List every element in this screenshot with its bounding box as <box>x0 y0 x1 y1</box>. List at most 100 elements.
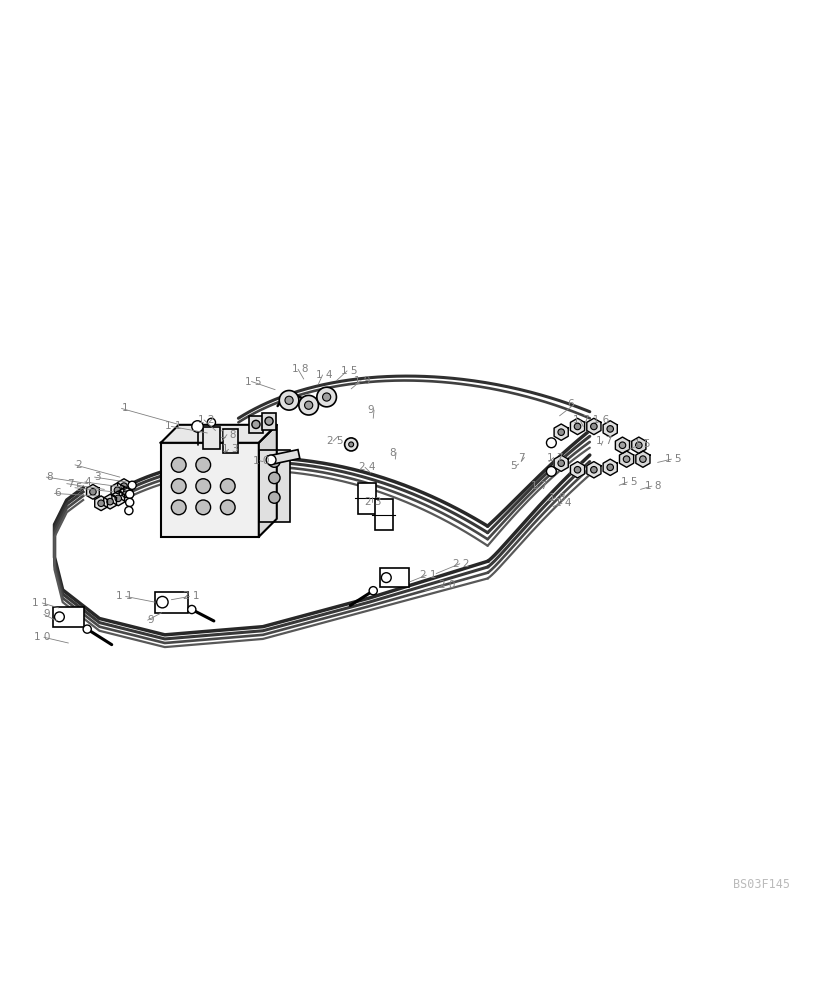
Circle shape <box>128 481 136 489</box>
Circle shape <box>635 442 641 449</box>
Text: 7: 7 <box>518 453 524 463</box>
Circle shape <box>114 487 120 493</box>
Circle shape <box>590 423 596 430</box>
Text: 1 0: 1 0 <box>253 456 269 466</box>
Circle shape <box>125 498 133 507</box>
Text: 1 8: 1 8 <box>645 481 661 491</box>
Polygon shape <box>586 418 600 435</box>
Text: 1 9: 1 9 <box>354 376 370 386</box>
Polygon shape <box>603 421 617 437</box>
Text: 1 1: 1 1 <box>32 598 48 608</box>
Text: 8: 8 <box>46 472 52 482</box>
Circle shape <box>285 396 292 404</box>
Circle shape <box>622 456 629 462</box>
Circle shape <box>265 417 273 425</box>
Polygon shape <box>161 425 277 443</box>
Text: 7: 7 <box>66 479 73 489</box>
Text: 2 1: 2 1 <box>183 591 199 601</box>
Circle shape <box>269 472 280 484</box>
Text: 2 4: 2 4 <box>358 462 374 472</box>
Circle shape <box>545 438 555 448</box>
Circle shape <box>590 466 596 473</box>
Text: 3: 3 <box>94 472 101 482</box>
Circle shape <box>188 605 196 614</box>
Circle shape <box>381 573 391 583</box>
Text: 2 3: 2 3 <box>364 497 381 507</box>
Text: 9: 9 <box>367 405 373 415</box>
Circle shape <box>573 466 580 473</box>
Polygon shape <box>603 459 617 475</box>
Polygon shape <box>111 483 124 498</box>
Bar <box>161 443 259 537</box>
Text: 1 5: 1 5 <box>245 377 261 387</box>
Bar <box>262 413 276 430</box>
Circle shape <box>196 458 210 472</box>
Circle shape <box>171 500 186 515</box>
Text: 1 4: 1 4 <box>315 370 333 380</box>
Polygon shape <box>570 462 584 478</box>
Circle shape <box>344 438 357 451</box>
Circle shape <box>618 442 625 449</box>
Circle shape <box>83 625 91 633</box>
Circle shape <box>322 393 330 401</box>
Text: 2 2: 2 2 <box>453 559 469 569</box>
Circle shape <box>269 456 280 467</box>
Polygon shape <box>103 494 116 509</box>
Polygon shape <box>95 496 107 511</box>
Circle shape <box>97 500 104 507</box>
Circle shape <box>89 489 96 495</box>
Circle shape <box>196 479 210 493</box>
Bar <box>267 450 300 465</box>
Text: 1 8: 1 8 <box>220 430 237 440</box>
Circle shape <box>279 390 298 410</box>
Text: 9: 9 <box>147 615 154 625</box>
Polygon shape <box>259 425 277 537</box>
Bar <box>374 499 392 530</box>
Text: 1 7: 1 7 <box>595 436 612 446</box>
Text: 6: 6 <box>54 488 61 498</box>
Circle shape <box>298 395 318 415</box>
Circle shape <box>171 458 186 472</box>
Bar <box>52 607 84 627</box>
Circle shape <box>124 507 133 515</box>
Circle shape <box>251 420 260 428</box>
Text: 9: 9 <box>43 609 50 619</box>
Bar <box>259 450 289 522</box>
Text: 1 1: 1 1 <box>165 421 181 431</box>
Circle shape <box>220 500 235 515</box>
Circle shape <box>557 429 563 435</box>
Circle shape <box>106 498 113 505</box>
Circle shape <box>171 479 186 493</box>
Text: 1 5: 1 5 <box>340 366 356 376</box>
Text: 1 4: 1 4 <box>554 498 572 508</box>
Text: 1: 1 <box>121 403 128 413</box>
Bar <box>155 592 188 613</box>
Polygon shape <box>87 484 99 499</box>
Circle shape <box>545 466 555 476</box>
Text: 1 5: 1 5 <box>620 477 636 487</box>
Circle shape <box>54 612 64 622</box>
Text: 2 5: 2 5 <box>326 436 342 446</box>
Bar <box>357 483 375 514</box>
Circle shape <box>557 460 563 466</box>
Circle shape <box>639 456 645 462</box>
Circle shape <box>220 479 235 493</box>
Circle shape <box>266 455 276 465</box>
Text: 1 2: 1 2 <box>197 415 214 425</box>
Text: 1 8: 1 8 <box>291 364 308 374</box>
Text: 1 3: 1 3 <box>222 444 238 454</box>
Circle shape <box>606 464 613 471</box>
Polygon shape <box>614 437 629 453</box>
Circle shape <box>348 442 353 447</box>
Circle shape <box>156 596 168 608</box>
Circle shape <box>120 483 127 489</box>
Bar <box>223 429 238 453</box>
Circle shape <box>269 492 280 503</box>
Polygon shape <box>635 451 649 467</box>
Polygon shape <box>618 451 633 467</box>
Text: 1 5: 1 5 <box>664 454 681 464</box>
Circle shape <box>207 418 215 426</box>
Text: 4: 4 <box>84 477 91 487</box>
Bar <box>249 416 263 433</box>
Polygon shape <box>570 418 584 435</box>
